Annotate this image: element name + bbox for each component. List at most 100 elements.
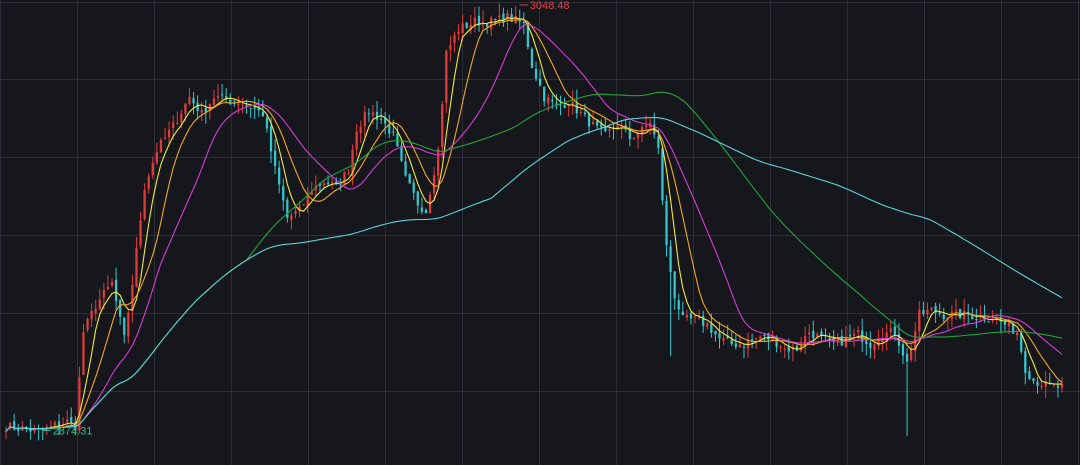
candle-body	[233, 101, 236, 103]
candle-body	[547, 97, 550, 104]
candle-body	[424, 209, 428, 214]
candle-body	[893, 326, 896, 335]
candle-body	[278, 167, 281, 185]
candle-body	[543, 87, 546, 102]
candle-body	[86, 318, 89, 330]
candle-body	[1040, 386, 1043, 388]
annotation-low-label: 2874.31	[53, 425, 93, 437]
candle-body	[29, 429, 32, 432]
candle-body	[579, 112, 583, 114]
candle-body	[445, 50, 448, 103]
candle-body	[253, 107, 256, 109]
candle-body	[400, 145, 403, 161]
candle-body	[208, 103, 211, 111]
candle-body	[526, 22, 530, 48]
candle-body	[331, 182, 334, 184]
candle-body	[820, 331, 823, 336]
candle-body	[453, 35, 456, 44]
candle-body	[155, 152, 158, 163]
candle-body	[220, 94, 224, 96]
candle-body	[180, 113, 183, 123]
candle-body	[591, 122, 595, 125]
candle-body	[212, 98, 216, 105]
candle-body	[714, 330, 717, 335]
candle-body	[710, 323, 713, 333]
candle-body	[167, 129, 171, 138]
candle-body	[885, 332, 888, 342]
candle-body	[33, 428, 36, 432]
candle-body	[66, 419, 69, 423]
candle-body	[681, 311, 684, 315]
candle-body	[922, 310, 925, 314]
candle-body	[628, 128, 631, 140]
candle-body	[869, 342, 872, 348]
candle-body	[78, 377, 81, 431]
candle-body	[302, 204, 305, 206]
candle-body	[273, 150, 277, 167]
candle-body	[755, 337, 758, 339]
candle-body	[804, 335, 807, 344]
candle-body	[889, 328, 892, 333]
candle-body	[587, 113, 591, 127]
candle-body	[555, 103, 558, 105]
candle-body	[245, 105, 248, 107]
candle-body	[45, 426, 48, 429]
candle-body	[697, 317, 701, 319]
candle-body	[604, 126, 607, 132]
candle-body	[343, 172, 346, 185]
candle-body	[730, 339, 733, 345]
candle-body	[290, 215, 293, 221]
candle-body	[738, 344, 742, 348]
candle-body	[771, 336, 774, 341]
candle-body	[534, 68, 538, 79]
candle-body	[832, 337, 835, 343]
candle-body	[388, 124, 391, 134]
candle-body	[706, 323, 709, 327]
candle-body	[261, 111, 264, 117]
candle-body	[661, 148, 664, 201]
candle-body	[469, 24, 472, 30]
candle-body	[918, 310, 921, 332]
candle-body	[375, 111, 379, 120]
price-annotations: 3048.48 2874.31	[42, 0, 569, 437]
candle-body	[420, 207, 424, 212]
candle-body	[98, 299, 101, 310]
candle-body	[852, 333, 856, 336]
candle-body	[184, 103, 187, 114]
candle-body	[494, 18, 497, 20]
candle-body	[94, 308, 97, 314]
candle-body	[734, 343, 737, 347]
candle-body	[269, 126, 273, 152]
candle-body	[176, 122, 179, 124]
candle-body	[367, 113, 371, 115]
candle-body	[775, 336, 778, 347]
candle-body	[318, 183, 322, 186]
candle-body	[669, 246, 672, 272]
candle-body	[225, 96, 228, 100]
candle-body	[437, 149, 440, 176]
candle-body	[139, 220, 142, 246]
candle-body	[857, 330, 860, 333]
candle-body	[571, 101, 574, 105]
candle-body	[979, 316, 982, 318]
candle-body	[257, 106, 260, 111]
candle-body	[644, 125, 648, 128]
candle-body	[192, 98, 195, 104]
candle-body	[600, 123, 603, 128]
candle-body	[1028, 371, 1031, 379]
candle-body	[522, 21, 525, 23]
candle-body	[702, 315, 705, 326]
candle-body	[767, 333, 770, 340]
candle-body	[151, 162, 154, 176]
candle-body	[759, 336, 762, 340]
candle-body	[583, 112, 587, 115]
candle-body	[506, 13, 509, 21]
candle-body	[229, 100, 232, 104]
candle-body	[188, 96, 191, 105]
ma-line-5	[5, 17, 1063, 432]
candle-body	[119, 299, 122, 317]
candle-body	[653, 124, 656, 135]
candle-body	[971, 314, 974, 320]
candle-body	[371, 112, 375, 116]
candle-body	[379, 119, 383, 121]
